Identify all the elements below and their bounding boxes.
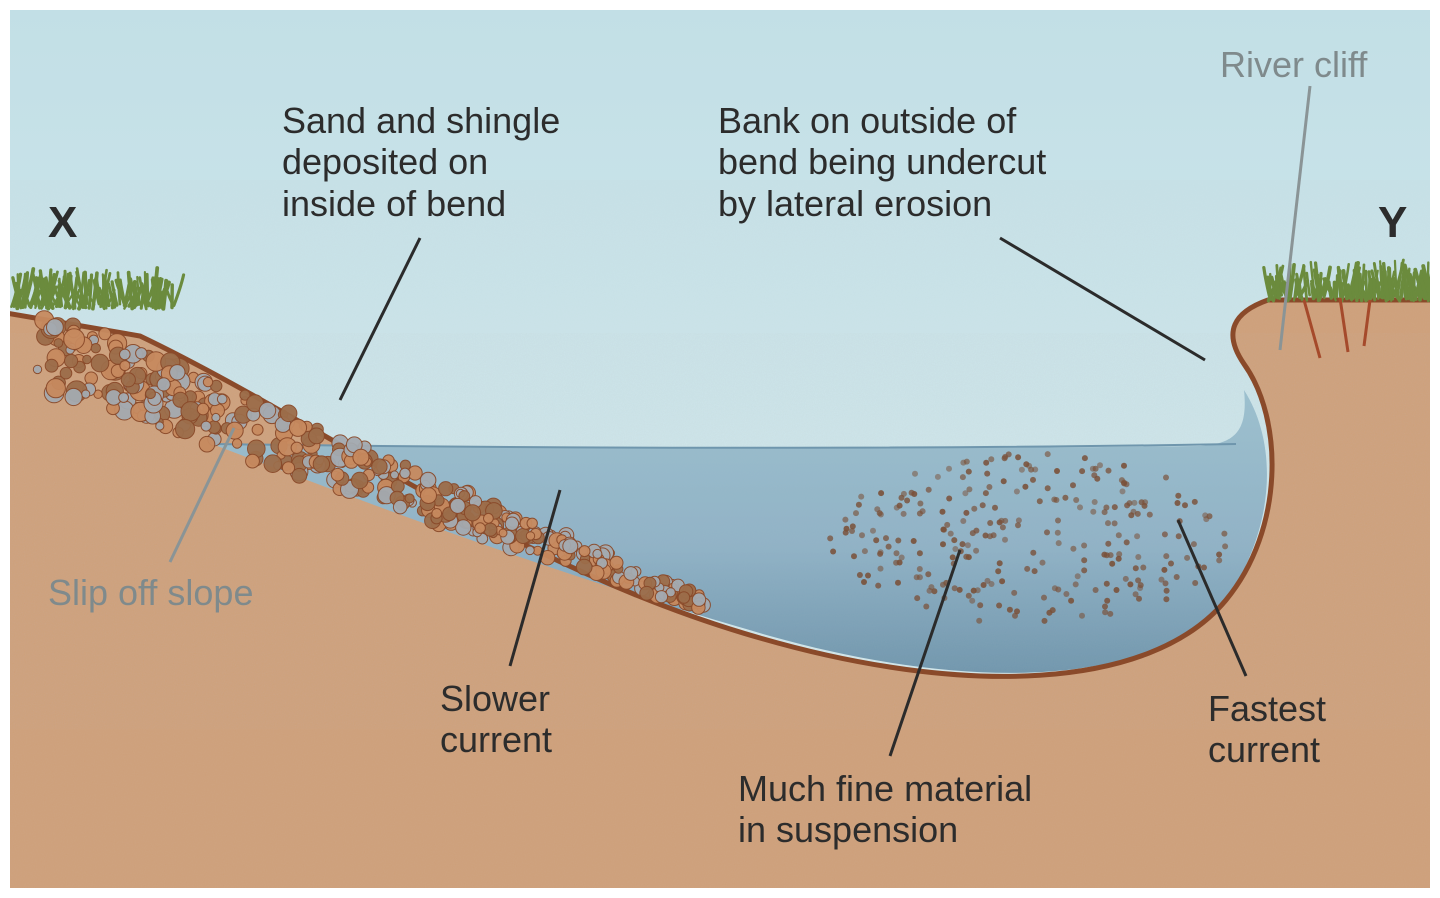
label-river-cliff: River cliff — [1220, 44, 1367, 85]
diagram-root: Sand and shingle deposited on inside of … — [0, 0, 1440, 898]
label-slip-off-slope: Slip off slope — [48, 572, 253, 613]
marker-x: X — [48, 198, 77, 249]
label-bank-undercut: Bank on outside of bend being undercut b… — [718, 100, 1046, 224]
label-suspension: Much fine material in suspension — [738, 768, 1032, 851]
label-sand-shingle: Sand and shingle deposited on inside of … — [282, 100, 560, 224]
label-slower-current: Slower current — [440, 678, 552, 761]
marker-y: Y — [1378, 198, 1407, 249]
label-fastest-current: Fastest current — [1208, 688, 1326, 771]
